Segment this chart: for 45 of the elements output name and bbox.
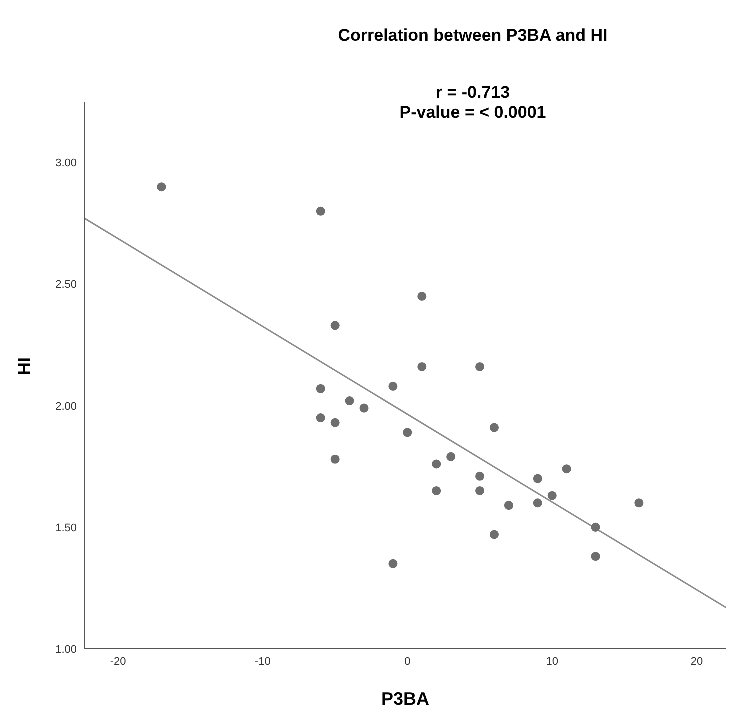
point [490, 530, 499, 540]
chart-title: Correlation between P3BA and HI [337, 26, 609, 46]
point [418, 292, 427, 301]
point [432, 460, 442, 469]
point [476, 486, 485, 496]
annotation: r = -0.713 [434, 83, 512, 103]
point [388, 559, 398, 568]
y-axis-title: HI [14, 358, 34, 376]
point [403, 428, 412, 438]
point [562, 464, 572, 474]
point [476, 472, 485, 481]
point [490, 423, 499, 432]
point [504, 501, 514, 510]
point [157, 182, 166, 192]
point [418, 362, 427, 372]
point [316, 384, 326, 394]
y-tick-label: 1.00 [56, 644, 77, 656]
point [533, 474, 542, 484]
x-tick-label: -20 [110, 656, 126, 668]
point [591, 522, 600, 532]
x-axis-title: P3BA [381, 689, 430, 709]
point [634, 498, 644, 508]
point [446, 452, 456, 462]
y-tick-label: 3.00 [56, 158, 77, 170]
point [330, 418, 340, 428]
annotation: P-value = < 0.0001 [398, 103, 548, 123]
point [360, 404, 369, 413]
point [533, 498, 542, 508]
point [316, 414, 326, 423]
point [316, 206, 326, 216]
x-tick-label: 10 [546, 656, 558, 668]
y-tick-label: 2.00 [56, 400, 77, 413]
x-tick-label: -10 [255, 656, 271, 668]
y-tick-label: 1.50 [56, 522, 77, 534]
point [330, 321, 340, 330]
point [476, 362, 485, 372]
point [591, 552, 600, 562]
point [330, 454, 340, 464]
point [345, 396, 354, 406]
x-tick-label: 0 [404, 656, 411, 668]
point [548, 491, 557, 500]
x-tick-label: 20 [690, 656, 704, 668]
point [388, 382, 398, 391]
point [432, 486, 442, 496]
y-tick-label: 2.50 [56, 279, 77, 292]
